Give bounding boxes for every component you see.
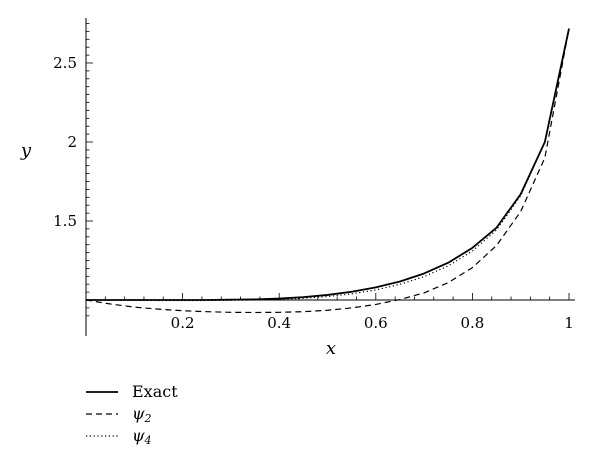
series-line-0 (86, 28, 570, 301)
y-tick-label: 2 (67, 133, 77, 151)
legend-label-2: ψ4 (132, 426, 152, 447)
series-line-2 (85, 28, 570, 302)
legend-label-0: Exact (132, 382, 178, 401)
x-tick-label: 0.8 (460, 314, 484, 332)
y-tick-label: 2.5 (53, 54, 77, 72)
x-tick-label: 0.2 (171, 314, 195, 332)
tick-labels: 0.2 0.4 0.6 0.8 1 1.5 2 2.5 (53, 54, 574, 332)
x-tick-label: 1 (564, 314, 574, 332)
y-tick-label: 1.5 (53, 212, 77, 230)
y-axis-label: y (20, 140, 32, 161)
x-tick-label: 0.6 (364, 314, 388, 332)
x-axis-label: x (326, 338, 336, 359)
legend-label-subscript: 4 (144, 434, 152, 447)
legend-label-1: ψ2 (132, 404, 152, 425)
axes (85, 18, 575, 336)
legend-label-subscript: 2 (144, 412, 152, 425)
x-tick-label: 0.4 (267, 314, 291, 332)
series-line-1 (85, 28, 570, 314)
series-layer (85, 28, 570, 314)
